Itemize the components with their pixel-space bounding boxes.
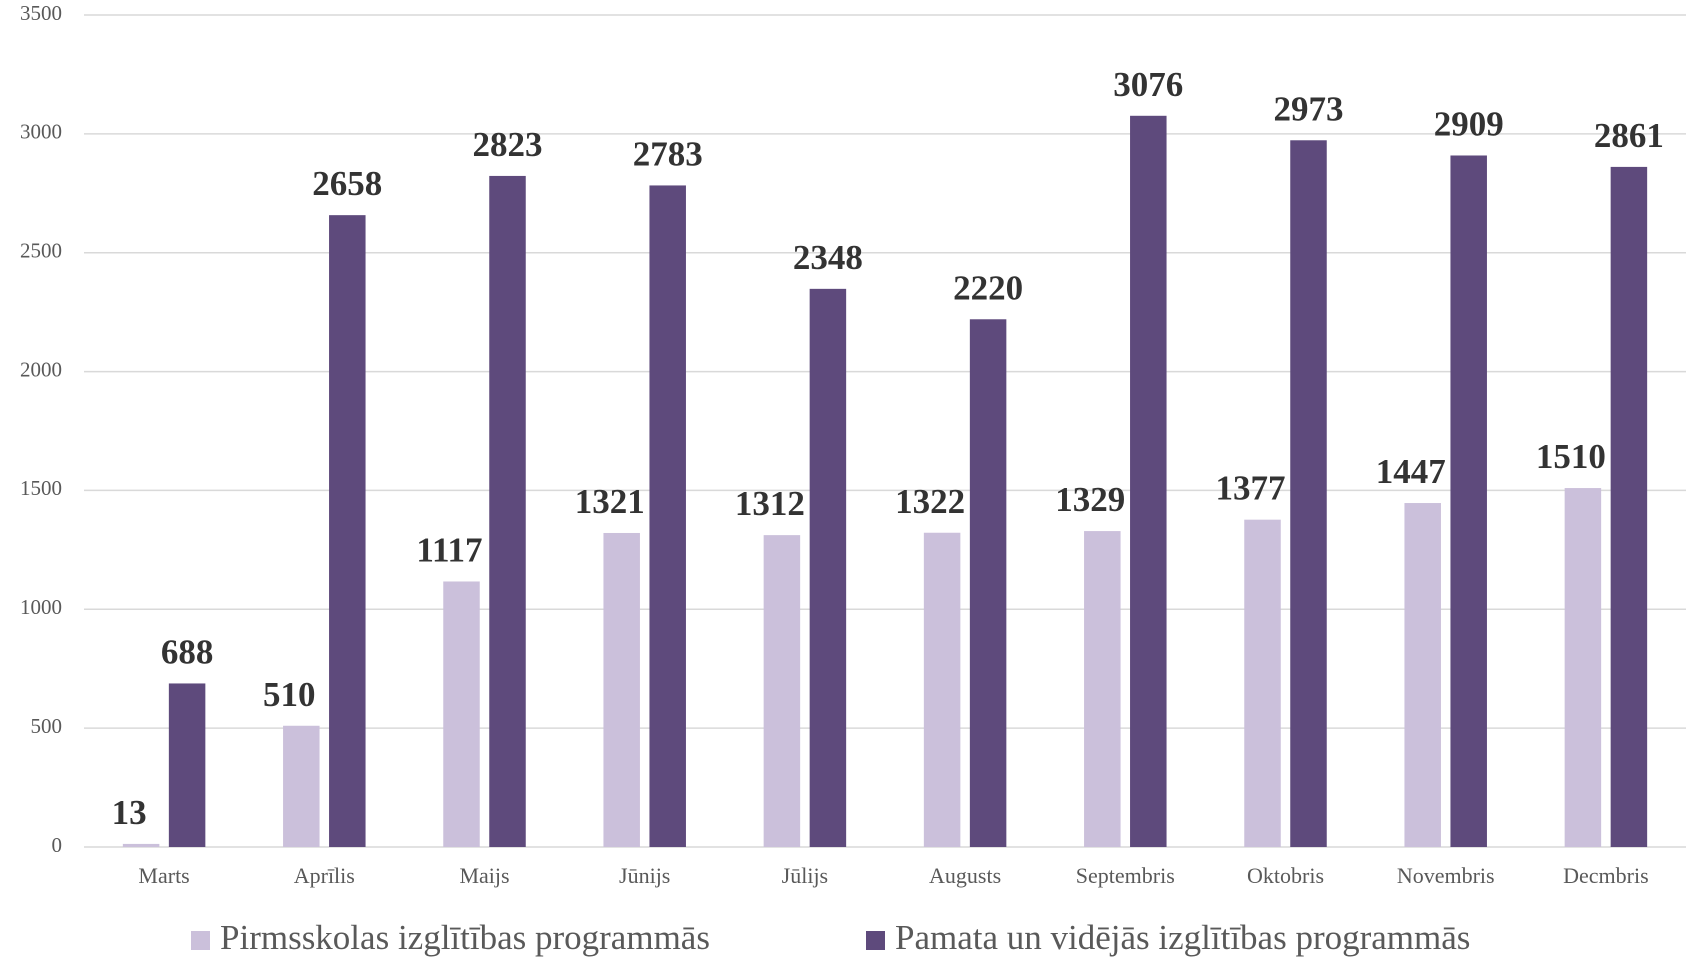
data-label: 1377 xyxy=(1216,469,1286,508)
bar xyxy=(329,215,366,848)
data-label: 1329 xyxy=(1055,480,1125,519)
data-label: 510 xyxy=(263,675,316,714)
data-label: 2909 xyxy=(1434,105,1504,144)
bar xyxy=(763,535,801,847)
bar xyxy=(168,683,206,847)
data-label: 1322 xyxy=(895,482,965,521)
data-label: 1312 xyxy=(735,484,805,523)
bar xyxy=(923,532,961,847)
data-label: 2973 xyxy=(1274,89,1344,128)
data-label: 1117 xyxy=(416,531,482,570)
data-label: 13 xyxy=(112,793,147,832)
y-tick-label: 3500 xyxy=(20,1,62,25)
y-tick-label: 3000 xyxy=(20,120,62,144)
bar xyxy=(1450,155,1487,847)
y-tick-label: 1000 xyxy=(20,595,62,619)
legend-swatch xyxy=(866,931,885,950)
bar xyxy=(489,175,526,848)
data-label: 1447 xyxy=(1376,452,1446,491)
x-tick-label: Novembris xyxy=(1397,863,1495,888)
y-tick-label: 1500 xyxy=(20,476,62,500)
legend-label: Pamata un vidējās izglītības programmās xyxy=(895,918,1470,957)
bar xyxy=(1610,166,1648,848)
legend-label: Pirmsskolas izglītības programmās xyxy=(220,918,710,957)
y-tick-label: 2500 xyxy=(20,239,62,263)
y-tick-label: 0 xyxy=(52,833,63,857)
data-label: 688 xyxy=(161,632,214,671)
x-tick-label: Decmbris xyxy=(1563,863,1649,888)
y-tick-label: 500 xyxy=(31,714,63,738)
bar xyxy=(283,725,320,847)
x-tick-label: Septembris xyxy=(1076,863,1175,888)
bar xyxy=(1244,519,1281,847)
data-label: 1510 xyxy=(1536,437,1606,476)
bar xyxy=(1290,140,1327,848)
data-label: 2348 xyxy=(793,238,863,277)
x-tick-label: Jūnijs xyxy=(619,863,670,888)
y-tick-label: 2000 xyxy=(20,357,62,381)
bar xyxy=(443,581,480,847)
data-label: 2658 xyxy=(312,164,382,203)
data-label: 2861 xyxy=(1594,116,1664,155)
data-label: 2823 xyxy=(473,125,543,164)
bar xyxy=(1564,488,1602,847)
x-tick-label: Augusts xyxy=(929,863,1001,888)
x-tick-label: Maijs xyxy=(459,863,509,888)
x-tick-label: Jūlijs xyxy=(782,863,828,888)
bar xyxy=(1404,503,1441,847)
bar xyxy=(809,288,847,847)
bar xyxy=(603,532,640,847)
data-label: 2220 xyxy=(953,268,1023,307)
x-tick-label: Aprīlis xyxy=(294,863,355,888)
data-label: 1321 xyxy=(575,482,645,521)
bar xyxy=(1130,115,1167,848)
x-tick-label: Oktobris xyxy=(1247,863,1324,888)
bar xyxy=(649,185,686,847)
data-label: 2783 xyxy=(633,134,703,173)
x-tick-label: Marts xyxy=(138,863,189,888)
bar xyxy=(122,843,160,847)
bar xyxy=(1084,531,1121,847)
legend-swatch xyxy=(191,931,210,950)
data-label: 3076 xyxy=(1113,65,1183,104)
bar xyxy=(969,319,1007,847)
